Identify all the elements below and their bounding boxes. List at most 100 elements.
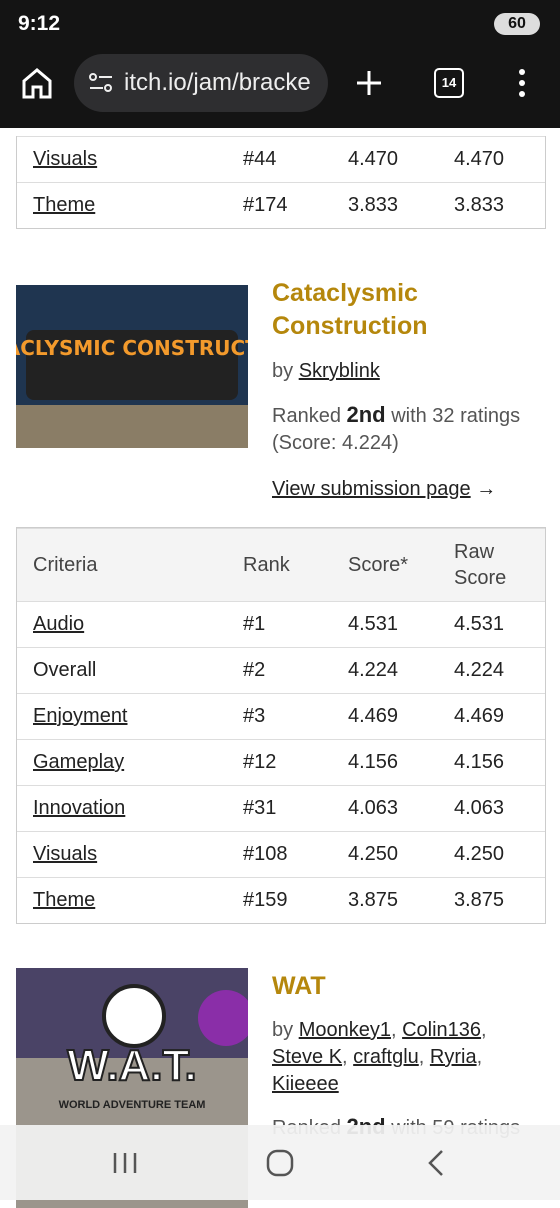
- author-link[interactable]: Ryria: [429, 1046, 477, 1068]
- criteria-link[interactable]: Audio: [33, 613, 85, 635]
- back-button[interactable]: [426, 1149, 446, 1177]
- header-row: Criteria Rank Score* Raw Score: [17, 528, 545, 602]
- cell: #31: [227, 785, 332, 832]
- table: Visuals #44 4.470 4.470 Theme #174 3.833 3.833: [17, 136, 545, 228]
- author-link[interactable]: Skryblink: [298, 360, 380, 382]
- cell: 4.531: [332, 601, 438, 648]
- table-row: Visuals #108 4.250 4.250: [17, 831, 545, 878]
- table-row: Audio #1 4.531 4.531: [17, 601, 545, 648]
- url-bar[interactable]: itch.io/jam/bracke: [74, 54, 328, 112]
- cell: #3: [227, 693, 332, 740]
- column-header: Rank: [227, 528, 332, 602]
- cell: 4.531: [438, 601, 545, 648]
- nav-bar: [0, 1125, 560, 1200]
- criteria-cell: Gameplay: [17, 739, 227, 786]
- thumbnail-subtext: WORLD ADVENTURE TEAM: [59, 1099, 206, 1111]
- home-button[interactable]: [20, 66, 54, 100]
- author-link[interactable]: Kiieeee: [272, 1073, 339, 1095]
- rank-suffix: with 32 ratings: [391, 405, 521, 427]
- cell: 4.469: [438, 693, 545, 740]
- battery: 60: [494, 13, 540, 35]
- criteria-cell: Theme: [17, 182, 227, 228]
- by: by: [272, 360, 294, 382]
- criteria-link[interactable]: Visuals: [33, 843, 98, 865]
- criteria-link[interactable]: Theme: [33, 194, 96, 216]
- cell: 3.875: [438, 877, 545, 923]
- table: Criteria Rank Score* Raw Score Audio #1 4.531 4…: [17, 528, 545, 923]
- cell: 3.833: [438, 182, 545, 228]
- cell: 4.156: [332, 739, 438, 786]
- link-arrow: →: [476, 478, 497, 500]
- cell: #44: [227, 136, 332, 183]
- criteria-link[interactable]: Visuals: [33, 148, 98, 170]
- recents-button[interactable]: [112, 1151, 138, 1175]
- cell: 4.470: [332, 136, 438, 183]
- game-title[interactable]: Cataclysmic Construction: [272, 279, 428, 340]
- criteria-cell: Innovation: [17, 785, 227, 832]
- cell: 3.875: [332, 877, 438, 923]
- time: 9:12: [18, 12, 61, 35]
- tab-count[interactable]: 14: [434, 68, 464, 98]
- cell: 4.250: [332, 831, 438, 878]
- cell: #159: [227, 877, 332, 923]
- criteria-cell: Theme: [17, 877, 227, 923]
- rank: 2nd: [346, 402, 386, 427]
- thumbnail-text: W.A.T.: [67, 1041, 197, 1090]
- criteria-cell: Enjoyment: [17, 693, 227, 740]
- cell: #2: [227, 647, 332, 694]
- author-link[interactable]: craftglu: [353, 1046, 419, 1068]
- table-row: Enjoyment #3 4.469 4.469: [17, 693, 545, 740]
- cell: 4.250: [438, 831, 545, 878]
- cell: 4.224: [332, 647, 438, 694]
- thumbnail[interactable]: CATACLYSMIC CONSTRUCTION: [16, 285, 248, 448]
- table-row: Theme #159 3.875 3.875: [17, 877, 545, 923]
- cell: 3.833: [332, 182, 438, 228]
- rank-prefix: Ranked: [272, 405, 341, 427]
- cell: #12: [227, 739, 332, 786]
- criteria-link[interactable]: Innovation: [33, 797, 126, 819]
- cell: 4.469: [332, 693, 438, 740]
- separator: ,: [481, 1019, 487, 1041]
- cell: #174: [227, 182, 332, 228]
- by: by: [272, 1019, 294, 1041]
- game-title[interactable]: WAT: [272, 972, 326, 1000]
- site-info-icon: [89, 73, 112, 92]
- criteria-link[interactable]: Enjoyment: [33, 705, 128, 727]
- column-header: Score*: [332, 528, 438, 602]
- column-header: Criteria: [17, 528, 227, 602]
- ratings-table: Criteria Rank Score* Raw Score Audio #1 4.531 4…: [16, 527, 546, 924]
- column-header: Raw Score: [438, 528, 545, 602]
- home-nav-button[interactable]: [266, 1149, 294, 1177]
- table-row: Visuals #44 4.470 4.470: [17, 136, 545, 183]
- submission-link[interactable]: View submission page: [272, 478, 471, 500]
- top-bar: 9:12 60 itch.io/jam/bracke 14: [0, 0, 560, 128]
- thumbnail-text: CATACLYSMIC CONSTRUCTION: [16, 336, 248, 360]
- cell: #108: [227, 831, 332, 878]
- criteria-cell: Audio: [17, 601, 227, 648]
- url: itch.io/jam/bracke: [124, 69, 311, 96]
- author-link[interactable]: Colin136: [402, 1019, 482, 1041]
- score: (Score: 4.224): [272, 432, 399, 454]
- table-row: Theme #174 3.833 3.833: [17, 182, 545, 228]
- cell: 4.224: [438, 647, 545, 694]
- separator: ,: [390, 1019, 397, 1041]
- menu-button[interactable]: [512, 68, 532, 98]
- criteria-cell: Overall: [17, 647, 227, 694]
- criteria-link[interactable]: Theme: [33, 889, 96, 911]
- new-tab-button[interactable]: [354, 68, 384, 98]
- author-link[interactable]: Steve K: [272, 1046, 343, 1068]
- table-row: Overall #2 4.224 4.224: [17, 647, 545, 694]
- ratings-table: Visuals #44 4.470 4.470 Theme #174 3.833 3.833: [16, 136, 546, 229]
- cell: 4.063: [438, 785, 545, 832]
- separator: ,: [476, 1046, 483, 1068]
- criteria-cell: Visuals: [17, 831, 227, 878]
- table-row: Gameplay #12 4.156 4.156: [17, 739, 545, 786]
- cell: 4.063: [332, 785, 438, 832]
- separator: ,: [342, 1046, 348, 1068]
- cell: 4.470: [438, 136, 545, 183]
- author-link[interactable]: Moonkey1: [298, 1019, 391, 1041]
- criteria-link[interactable]: Gameplay: [33, 751, 125, 773]
- criteria-cell: Visuals: [17, 136, 227, 183]
- cell: #1: [227, 601, 332, 648]
